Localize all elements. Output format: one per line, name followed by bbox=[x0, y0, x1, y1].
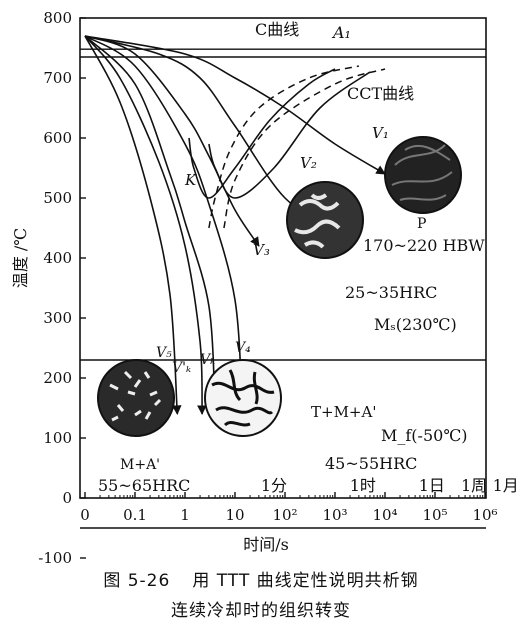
y-tick-label: 600 bbox=[43, 129, 72, 147]
y-tick-label: 400 bbox=[43, 249, 72, 267]
label-hbw: 170~220 HBW bbox=[363, 236, 485, 255]
label-cct: CCT曲线 bbox=[347, 84, 414, 103]
transformation-lines bbox=[80, 48, 486, 529]
label-v5: V₅ bbox=[156, 345, 172, 361]
label-hrc-55-65: 55~65HRC bbox=[98, 476, 190, 495]
y-tick-label: 300 bbox=[43, 309, 72, 327]
label-m-a: M+A' bbox=[120, 457, 160, 473]
label-c-curve: C曲线 bbox=[255, 20, 299, 39]
label-ms: Mₛ(230℃) bbox=[374, 315, 457, 334]
cooling-curve-V₄ bbox=[84, 35, 247, 415]
time-mark-label: 1分 bbox=[261, 476, 287, 495]
microstructure-p bbox=[384, 136, 462, 214]
x-axis-title: 时间/s bbox=[243, 535, 289, 554]
label-v1: V₁ bbox=[372, 124, 389, 142]
annotations: C曲线 A₁ CCT曲线 V₁ V₂ K V₃ P 170~220 HBW 25… bbox=[98, 20, 485, 495]
figure-caption-line-2: 连续冷却时的组织转变 bbox=[171, 601, 351, 621]
figure-caption-line-1: 图 5-26 用 TTT 曲线定性说明共析钢 bbox=[0, 566, 522, 591]
label-vk: Vₖ bbox=[200, 352, 215, 368]
y-tick-label: 200 bbox=[43, 369, 72, 387]
x-tick-label: 10⁵ bbox=[422, 506, 447, 524]
microstructure-v4 bbox=[204, 359, 282, 437]
figure-number: 图 5-26 bbox=[103, 571, 171, 591]
x-tick-label: 0 bbox=[80, 506, 90, 524]
x-tick-label: 1 bbox=[180, 506, 190, 524]
cooling-curve-V₅ bbox=[84, 35, 182, 415]
cooling-curve-V'ₖ bbox=[84, 35, 207, 415]
cooling-curve-Vₖ bbox=[84, 35, 220, 415]
cct-curve-finish bbox=[223, 68, 386, 229]
x-tick-label: 10⁶ bbox=[472, 506, 497, 524]
label-mf: M_f(-50℃) bbox=[381, 426, 467, 445]
microstructure-v5 bbox=[97, 359, 175, 437]
label-v3: V₃ bbox=[253, 241, 270, 259]
time-mark-label: 1月 bbox=[493, 476, 519, 495]
label-hrc-25-35: 25~35HRC bbox=[345, 283, 437, 302]
c-curve-start bbox=[188, 68, 336, 199]
label-p: P bbox=[417, 216, 426, 232]
x-tick-label: 10⁴ bbox=[372, 506, 397, 524]
label-v4: V₄ bbox=[235, 340, 251, 356]
cct-curve-start bbox=[208, 65, 360, 229]
y-axis-title: 温度 /℃ bbox=[11, 228, 30, 288]
label-a1: A₁ bbox=[331, 23, 351, 42]
label-t-m-a: T+M+A' bbox=[311, 403, 376, 421]
y-tick-label: 0 bbox=[62, 489, 72, 507]
time-mark-label: 1日 bbox=[419, 476, 445, 495]
y-tick-label: 100 bbox=[43, 429, 72, 447]
microstructure-v2 bbox=[286, 181, 364, 259]
x-tick-label: 10³ bbox=[322, 506, 347, 524]
time-marks: 1分 1时 1日 1周 1月 bbox=[261, 476, 519, 495]
cooling-curves bbox=[84, 35, 386, 415]
cooling-curve-V₁ bbox=[84, 35, 386, 175]
cooling-curve-V₃ bbox=[84, 35, 260, 247]
label-k: K bbox=[184, 171, 197, 189]
label-v2: V₂ bbox=[300, 154, 317, 172]
cooling-curve-V₂ bbox=[84, 35, 336, 229]
c-curve-finish bbox=[208, 71, 371, 199]
y-tick-label: 700 bbox=[43, 69, 72, 87]
time-mark-label: 1周 bbox=[461, 476, 487, 495]
caption-text-1: 用 TTT 曲线定性说明共析钢 bbox=[192, 571, 419, 591]
x-tick-label: 10 bbox=[225, 506, 244, 524]
x-tick-label: 10² bbox=[272, 506, 297, 524]
y-tick-label: -100 bbox=[38, 549, 72, 567]
label-vk-prime: V'ₖ bbox=[172, 360, 191, 376]
time-mark-label: 1时 bbox=[350, 476, 376, 495]
label-hrc-45-55: 45~55HRC bbox=[325, 454, 417, 473]
y-tick-label: 500 bbox=[43, 189, 72, 207]
axis-ticks: 800 700 600 500 400 300 200 100 0 -100 0 0.1 1 10 10² 1… bbox=[38, 9, 497, 567]
y-tick-label: 800 bbox=[43, 9, 72, 27]
x-tick-label: 0.1 bbox=[123, 506, 147, 524]
